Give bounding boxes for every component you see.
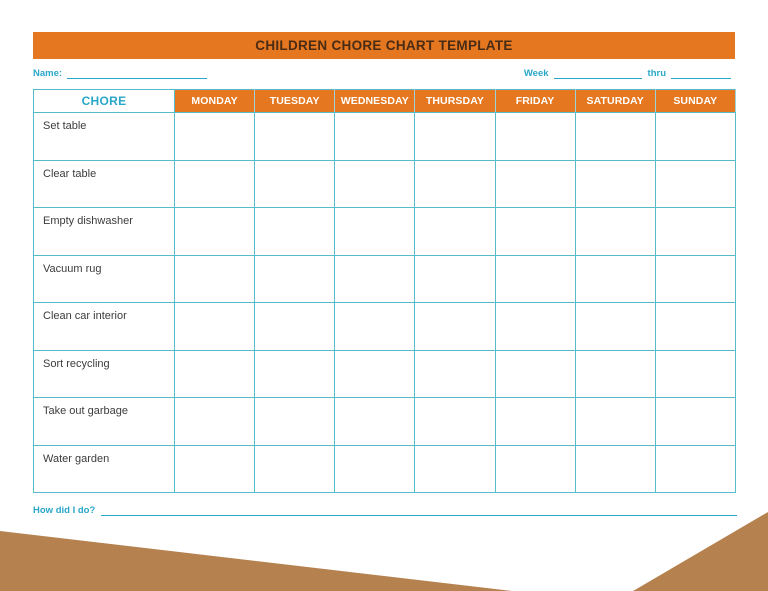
table-row: Sort recycling [33,349,736,398]
chore-label-take-out-garbage: Take out garbage [33,397,175,446]
day-cell[interactable] [173,159,256,208]
day-cell[interactable] [334,302,416,351]
column-header-friday: FRIDAY [494,89,576,113]
chore-label-clear-table: Clear table [33,159,175,208]
day-cell[interactable] [494,444,576,493]
chore-label-water-garden: Water garden [33,444,175,493]
day-cell[interactable] [254,159,336,208]
day-cell[interactable] [173,112,256,161]
column-header-tuesday: TUESDAY [254,89,336,113]
day-cell[interactable] [334,397,416,446]
day-cell[interactable] [654,349,736,398]
day-cell[interactable] [414,207,496,256]
day-cell[interactable] [574,302,656,351]
day-cell[interactable] [574,159,656,208]
footer-answer-line[interactable] [101,505,737,516]
day-cell[interactable] [654,159,736,208]
day-cell[interactable] [334,444,416,493]
day-cell[interactable] [254,444,336,493]
week-start-input-line[interactable] [553,68,642,79]
table-row: Vacuum rug [33,254,736,303]
day-cell[interactable] [173,207,256,256]
meta-row: Name: Week thru [33,66,735,82]
day-cell[interactable] [254,112,336,161]
day-cell[interactable] [494,302,576,351]
column-header-saturday: SATURDAY [574,89,656,113]
day-cell[interactable] [254,207,336,256]
day-cell[interactable] [494,349,576,398]
day-cell[interactable] [574,444,656,493]
table-row: Clean car interior [33,302,736,351]
chore-label-clean-car-interior: Clean car interior [33,302,175,351]
day-cell[interactable] [414,397,496,446]
column-header-wednesday: WEDNESDAY [334,89,416,113]
footer-question-label: How did I do? [33,505,96,516]
week-field-group: Week thru [524,68,731,79]
day-cell[interactable] [254,302,336,351]
table-row: Water garden [33,444,736,493]
day-cell[interactable] [654,397,736,446]
decorative-corner-shape-left [0,531,512,591]
table-row: Take out garbage [33,397,736,446]
day-cell[interactable] [574,349,656,398]
week-end-input-line[interactable] [671,68,731,79]
day-cell[interactable] [494,207,576,256]
name-label: Name: [33,68,63,79]
day-cell[interactable] [414,159,496,208]
table-row: Clear table [33,159,736,208]
decorative-corner-shape-right [633,512,768,591]
chore-label-set-table: Set table [33,112,175,161]
day-cell[interactable] [334,349,416,398]
day-cell[interactable] [494,112,576,161]
footer-question-group: How did I do? [33,505,737,516]
table-row: Set table [33,112,736,161]
day-cell[interactable] [574,112,656,161]
day-cell[interactable] [334,207,416,256]
name-input-line[interactable] [67,68,208,79]
week-label: Week [523,68,549,79]
chore-label-sort-recycling: Sort recycling [33,349,175,398]
day-cell[interactable] [654,112,736,161]
table-header-row: CHORE MONDAY TUESDAY WEDNESDAY THURSDAY … [33,89,736,113]
thru-label: thru [647,68,666,79]
day-cell[interactable] [173,302,256,351]
day-cell[interactable] [254,397,336,446]
column-header-monday: MONDAY [173,89,256,113]
day-cell[interactable] [414,349,496,398]
name-field-group: Name: [33,68,208,79]
day-cell[interactable] [254,349,336,398]
day-cell[interactable] [414,254,496,303]
day-cell[interactable] [414,112,496,161]
column-header-thursday: THURSDAY [414,89,496,113]
day-cell[interactable] [334,112,416,161]
page-title: CHILDREN CHORE CHART TEMPLATE [255,38,513,53]
day-cell[interactable] [494,159,576,208]
day-cell[interactable] [574,397,656,446]
table-row: Empty dishwasher [33,207,736,256]
day-cell[interactable] [654,302,736,351]
day-cell[interactable] [334,159,416,208]
day-cell[interactable] [414,444,496,493]
day-cell[interactable] [173,444,256,493]
day-cell[interactable] [654,207,736,256]
chore-label-empty-dishwasher: Empty dishwasher [33,207,175,256]
day-cell[interactable] [494,254,576,303]
title-banner: CHILDREN CHORE CHART TEMPLATE [33,32,735,59]
column-header-sunday: SUNDAY [654,89,736,113]
day-cell[interactable] [494,397,576,446]
day-cell[interactable] [254,254,336,303]
day-cell[interactable] [173,254,256,303]
day-cell[interactable] [654,444,736,493]
day-cell[interactable] [334,254,416,303]
day-cell[interactable] [574,207,656,256]
chore-label-vacuum-rug: Vacuum rug [33,254,175,303]
day-cell[interactable] [654,254,736,303]
day-cell[interactable] [414,302,496,351]
chore-table: CHORE MONDAY TUESDAY WEDNESDAY THURSDAY … [33,89,736,493]
day-cell[interactable] [574,254,656,303]
column-header-chore: CHORE [33,89,175,113]
day-cell[interactable] [173,349,256,398]
day-cell[interactable] [173,397,256,446]
